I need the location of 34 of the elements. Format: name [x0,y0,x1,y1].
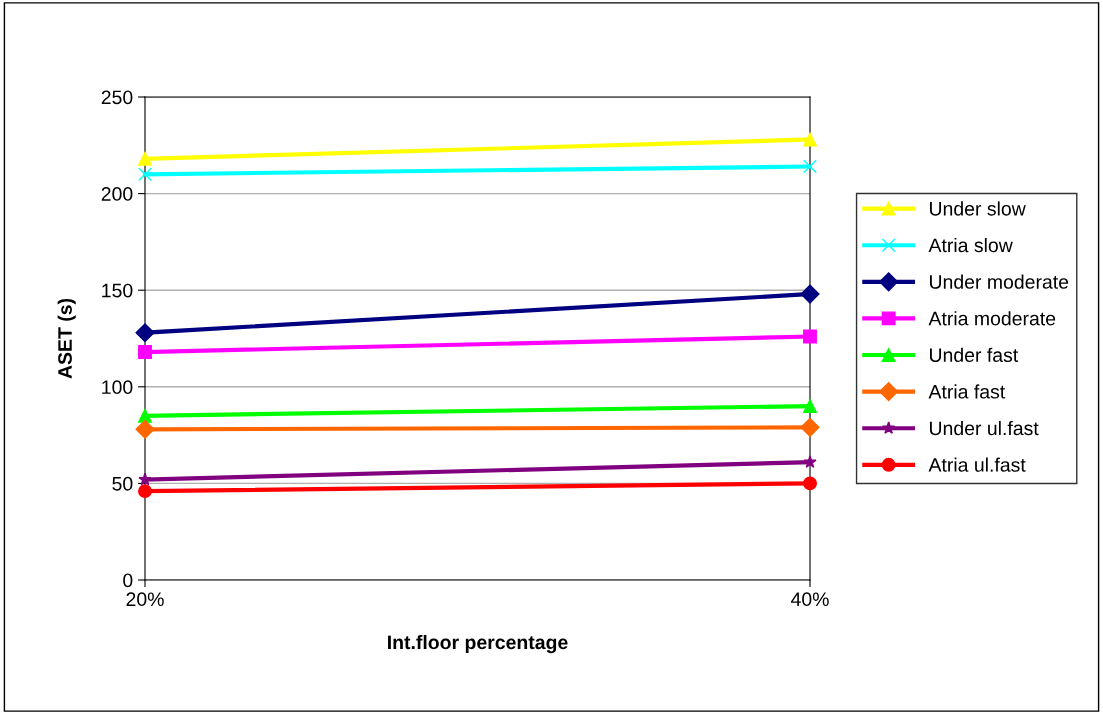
y-axis-title: ASET (s) [57,298,76,379]
legend-label: Atria slow [928,237,1013,253]
point [135,323,155,343]
legend-label: Atria ul.fast [928,457,1026,472]
y-tick-label: 100 [102,380,133,395]
point [803,399,817,414]
point [138,345,152,359]
point [803,476,817,491]
legend-label: Under moderate [930,274,1069,289]
point [138,472,152,486]
point [803,159,817,174]
y-tick-label: 150 [102,283,133,298]
point [138,167,152,182]
point [800,284,820,304]
legend-label: Under ul.fast [930,420,1039,436]
point [138,408,152,423]
y-tick-label: 50 [112,476,133,491]
point [800,417,820,437]
point [138,484,152,499]
point [803,455,817,468]
point [803,132,817,147]
point [138,151,152,166]
x-axis-title: Int.floor percentage [388,634,568,654]
point [803,329,817,344]
legend-label: Atria fast [928,384,1006,399]
legend-label: Under slow [930,201,1026,216]
y-tick-label: 250 [101,90,133,105]
x-tick-label: 20% [126,592,164,607]
y-tick-label: 0 [123,573,133,588]
y-tick-label: 200 [101,187,133,201]
legend-label: Atria moderate [928,311,1056,326]
x-tick-label: 40% [790,592,829,607]
point [135,419,155,439]
legend-label: Under fast [930,347,1019,363]
